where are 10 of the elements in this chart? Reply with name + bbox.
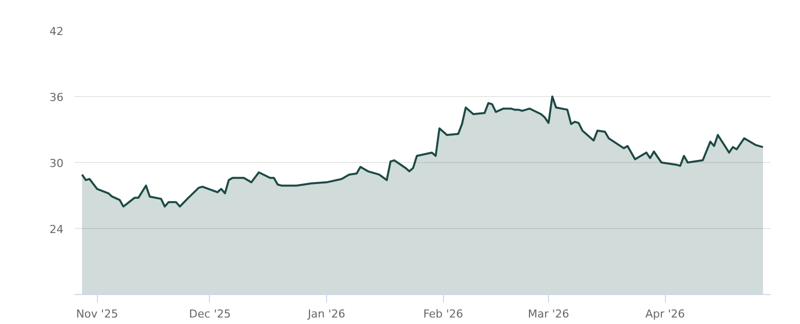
y-tick-label: 24	[50, 223, 64, 236]
x-tick-label: Jan '26	[306, 308, 346, 320]
x-tick-label: Dec '25	[189, 308, 231, 320]
y-tick-label: 42	[50, 25, 64, 38]
x-tick-label: Apr '26	[645, 308, 685, 320]
y-tick-label: 36	[50, 91, 64, 104]
y-tick-label: 30	[50, 157, 64, 170]
x-tick-label: Mar '26	[528, 308, 570, 320]
x-tick-label: Nov '25	[76, 308, 118, 320]
x-tick-label: Feb '26	[423, 308, 464, 320]
